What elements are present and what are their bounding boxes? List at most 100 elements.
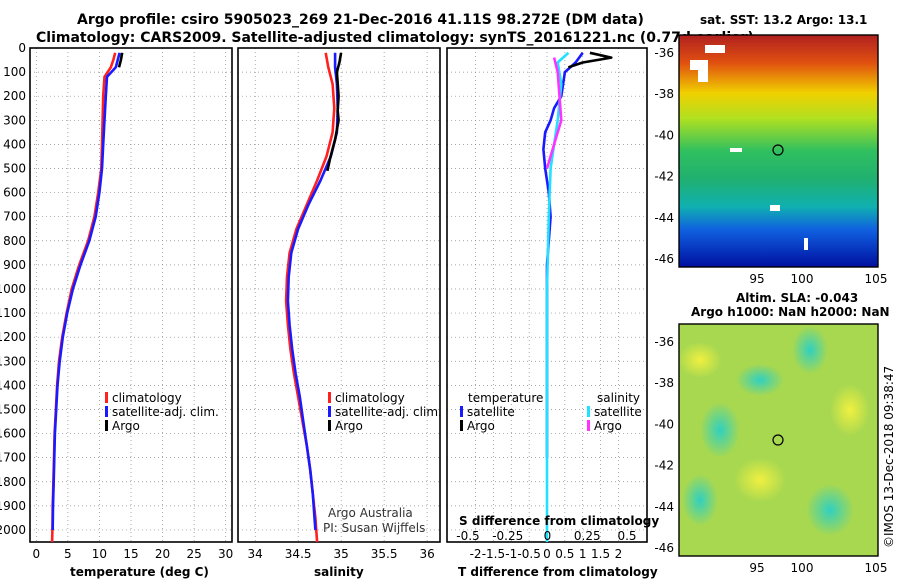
x-tick-label: 15: [123, 547, 138, 561]
depth-tick-label: 1600: [0, 427, 26, 441]
depth-tick-label: 100: [3, 65, 26, 79]
legend-argo-swatch: [105, 420, 108, 431]
x-tick-label: 10: [92, 547, 107, 561]
temperature-series: [50, 52, 124, 542]
depth-tick-label: 600: [3, 186, 26, 200]
map-lat-label: -38: [654, 87, 674, 101]
series-line: [51, 52, 121, 531]
sla-feature: [806, 484, 854, 536]
sst-map: [678, 34, 879, 268]
x-tick-label: -0.5: [517, 547, 540, 561]
s-diff-tick-label: 0: [544, 529, 552, 543]
sla-feature: [700, 402, 740, 458]
x-tick-label: 0: [32, 547, 40, 561]
sla-feature: [734, 458, 786, 502]
sla-map: [678, 323, 879, 557]
x-tick-label: 36: [419, 547, 434, 561]
map-lat-label: -42: [654, 459, 674, 473]
depth-tick-label: 1800: [0, 475, 26, 489]
map-lat-label: -42: [654, 170, 674, 184]
t-difference-x-axis: -2 -1.5 -1 -0.5 0 0.5 1 1.5 2: [470, 547, 623, 561]
map-lat-label: -40: [654, 128, 674, 142]
temperature-panel: [29, 47, 233, 543]
series-line: [545, 51, 570, 542]
legend-s-satellite-swatch: [587, 406, 590, 417]
salinity-axis-label: salinity: [314, 565, 364, 579]
x-tick-label: 35: [334, 547, 349, 561]
salinity-series: [284, 52, 343, 542]
land-mask-patch: [705, 45, 725, 53]
depth-tick-label: 1000: [0, 282, 26, 296]
x-tick-label: 0: [543, 547, 551, 561]
depth-tick-label: 800: [3, 234, 26, 248]
x-tick-label: 34.5: [285, 547, 312, 561]
map-lat-label: -40: [654, 417, 674, 431]
depth-tick-label: 300: [3, 113, 26, 127]
legend-s-satellite-label: satellite: [594, 405, 642, 419]
temperature-legend: climatology satellite-adj. clim. Argo: [105, 391, 219, 433]
map-lat-label: -46: [654, 541, 674, 555]
series-line: [117, 52, 124, 68]
sla-map-frame: [678, 323, 879, 557]
map-lon-label: 95: [749, 561, 764, 575]
credit-line1: Argo Australia: [328, 506, 413, 520]
x-tick-label: 35.5: [371, 547, 398, 561]
legend-climatology-label: climatology: [335, 391, 405, 405]
sla-map-title-line2: Argo h1000: NaN h2000: NaN: [691, 305, 890, 319]
legend-satellite-label: satellite-adj. clim.: [335, 405, 442, 419]
x-tick-label: 1: [579, 547, 587, 561]
series-line: [545, 57, 563, 169]
depth-tick-label: 200: [3, 89, 26, 103]
depth-tick-label: 1700: [0, 451, 26, 465]
map-lat-label: -46: [654, 252, 674, 266]
x-tick-label: 30: [218, 547, 233, 561]
x-tick-label: -1: [505, 547, 517, 561]
credit-line2: PI: Susan Wijffels: [323, 521, 425, 535]
legend-s-argo-swatch: [587, 420, 590, 431]
legend-temperature-header: temperature: [468, 391, 543, 405]
x-tick-label: -1.5: [482, 547, 505, 561]
legend-t-satellite-label: satellite: [467, 405, 515, 419]
map-lon-label: 105: [865, 272, 888, 286]
depth-tick-label: 1200: [0, 330, 26, 344]
legend-t-argo-label: Argo: [467, 419, 495, 433]
temperature-x-axis: 0 5 10 15 20 25 30: [32, 547, 233, 561]
salinity-panel: [237, 47, 441, 543]
figure-title-line2: Climatology: CARS2009. Satellite-adjuste…: [36, 30, 754, 46]
series-line: [567, 51, 613, 69]
map-lat-label: -44: [654, 211, 674, 225]
sla-map-axes: -36 -38 -40 -42 -44 -46 95 100 105: [654, 335, 887, 575]
salinity-x-axis: 34 34.5 35 35.5 36: [248, 547, 435, 561]
depth-axis: 0 100 200 300 400 500 600 700 800 900 1000 1100 1200…: [0, 41, 26, 537]
s-diff-tick-label: -0.25: [492, 529, 523, 543]
temperature-axis-label: temperature (deg C): [70, 565, 209, 579]
legend-s-argo-label: Argo: [594, 419, 622, 433]
depth-tick-label: 500: [3, 161, 26, 175]
s-diff-tick-label: 0.25: [574, 529, 601, 543]
depth-tick-label: 900: [3, 258, 26, 272]
salinity-panel-grid: [238, 47, 440, 542]
sst-map-title: sat. SST: 13.2 Argo: 13.1: [700, 13, 867, 27]
map-lat-label: -36: [654, 46, 674, 60]
sla-map-title-line1: Altim. SLA: -0.043: [736, 291, 858, 305]
sst-map-frame: [678, 34, 879, 268]
depth-tick-label: 1300: [0, 354, 26, 368]
s-difference-axis: -0.5 -0.25 0 0.25 0.5: [456, 529, 636, 543]
difference-series: [542, 51, 613, 542]
depth-tick-label: 1500: [0, 402, 26, 416]
x-tick-label: 2: [615, 547, 623, 561]
land-mask-patch: [730, 148, 742, 152]
s-diff-tick-label: 0.5: [617, 529, 636, 543]
sla-feature: [830, 384, 870, 436]
float-position-marker: [772, 144, 784, 156]
x-tick-label: -2: [470, 547, 482, 561]
map-lat-label: -36: [654, 335, 674, 349]
difference-legend: temperature salinity satellite Argo sate…: [460, 391, 642, 433]
depth-tick-label: 2000: [0, 523, 26, 537]
depth-tick-label: 1100: [0, 306, 26, 320]
depth-tick-label: 1900: [0, 499, 26, 513]
map-lon-label: 100: [791, 272, 814, 286]
series-line: [286, 52, 339, 531]
land-mask-patch: [698, 70, 708, 82]
